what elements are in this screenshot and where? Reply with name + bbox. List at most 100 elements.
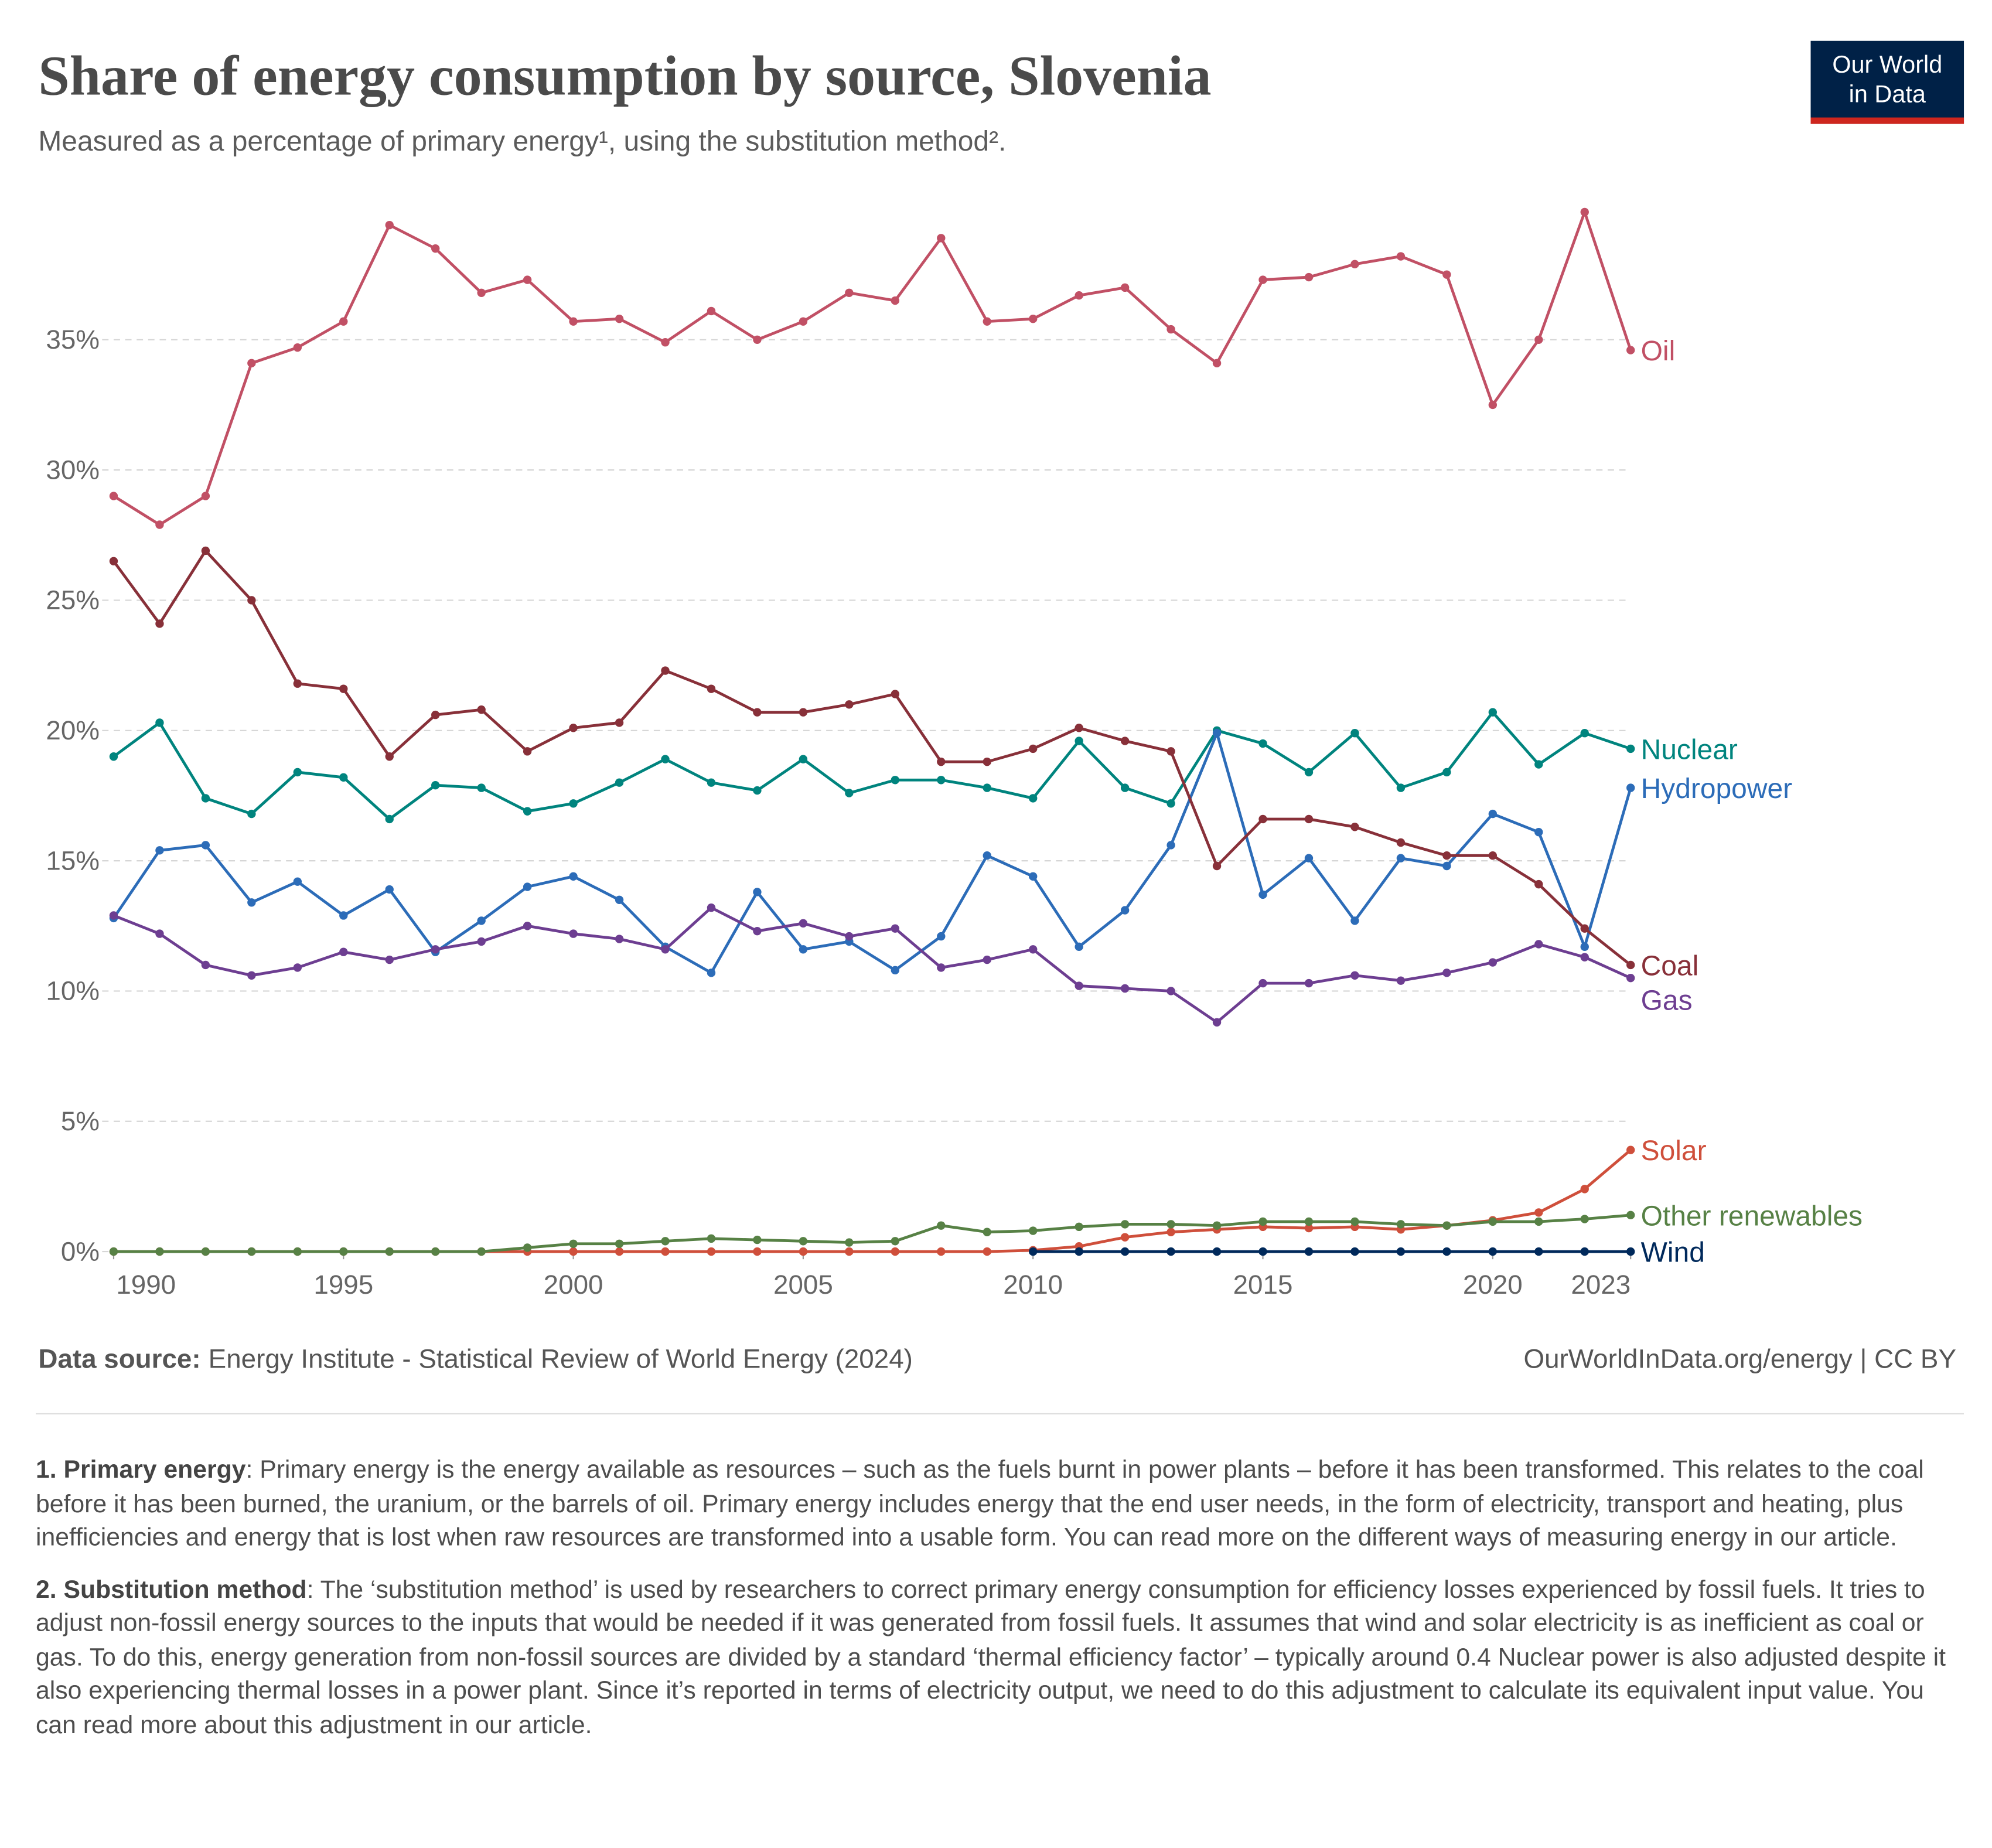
data-point <box>983 783 991 792</box>
x-tick-label: 2005 <box>773 1270 833 1300</box>
data-point <box>1075 981 1083 990</box>
data-point <box>937 776 946 785</box>
data-point <box>1580 207 1589 217</box>
data-point <box>1626 974 1635 983</box>
data-point <box>1212 1247 1222 1256</box>
legend-label: Hydropower <box>1641 773 1792 804</box>
data-point <box>1534 335 1543 344</box>
data-point <box>1166 841 1175 850</box>
data-point <box>1626 744 1635 753</box>
data-point <box>707 969 716 977</box>
data-point <box>1626 346 1635 354</box>
data-point <box>983 757 991 766</box>
data-point <box>247 971 256 980</box>
legend-label: Oil <box>1641 336 1676 367</box>
series-line <box>112 710 1631 821</box>
data-point <box>1258 739 1267 748</box>
x-tick-label: 2010 <box>1003 1270 1063 1300</box>
data-point <box>1488 1217 1498 1226</box>
data-point <box>1075 724 1083 732</box>
logo-box <box>1810 40 1964 124</box>
data-point <box>1212 1221 1222 1230</box>
data-point <box>799 708 808 717</box>
data-point <box>1304 1223 1314 1233</box>
data-point <box>1029 744 1038 753</box>
data-point <box>109 557 118 565</box>
y-tick-label: 10% <box>46 976 100 1006</box>
series-line <box>112 548 1632 966</box>
data-point <box>1626 960 1635 970</box>
data-point <box>1075 942 1083 952</box>
footnote: 1. Primary energy: Primary energy is the… <box>36 1453 1951 1554</box>
data-point <box>1396 1247 1406 1256</box>
data-point <box>753 1235 762 1244</box>
footnote-term: 1. Primary energy <box>36 1455 246 1484</box>
data-point <box>201 546 210 555</box>
legend-label: Nuclear <box>1641 734 1738 765</box>
data-point <box>477 916 486 925</box>
data-point <box>109 492 118 500</box>
data-point <box>247 596 256 605</box>
data-point <box>1212 729 1222 738</box>
data-point <box>1534 760 1543 769</box>
chart-title: Share of energy consumption by source, S… <box>38 45 1211 107</box>
data-point <box>201 794 210 803</box>
data-point <box>569 799 578 808</box>
data-point <box>615 1239 624 1248</box>
data-point <box>569 724 578 732</box>
data-point <box>1304 978 1314 988</box>
data-point <box>109 911 118 920</box>
data-point <box>937 1247 946 1256</box>
data-point <box>431 710 440 720</box>
data-point <box>109 1247 118 1256</box>
x-tick-label: 2015 <box>1233 1270 1293 1300</box>
data-point <box>201 1247 210 1256</box>
footnote: 2. Substitution method: The ‘substitutio… <box>36 1573 1951 1742</box>
data-point <box>1029 315 1038 323</box>
data-point <box>1488 400 1498 410</box>
data-point <box>431 780 440 790</box>
data-point <box>1396 252 1406 261</box>
data-point <box>1580 1215 1589 1223</box>
data-point <box>937 963 946 972</box>
data-point <box>385 752 394 761</box>
data-point <box>1626 1211 1635 1220</box>
data-point <box>569 872 578 881</box>
data-point <box>707 306 716 316</box>
data-point <box>891 924 900 933</box>
data-point <box>1258 1217 1267 1226</box>
x-tick-label: 2023 <box>1571 1270 1631 1300</box>
data-point <box>661 1247 670 1256</box>
data-point <box>1304 854 1314 862</box>
data-point <box>201 841 210 850</box>
data-point <box>1580 1185 1589 1194</box>
data-point <box>891 296 900 305</box>
data-point <box>569 317 578 326</box>
data-point <box>661 338 670 347</box>
data-point <box>983 851 991 860</box>
data-point <box>247 898 256 907</box>
data-point <box>569 1239 578 1248</box>
data-point <box>1350 260 1359 269</box>
data-point <box>339 773 348 782</box>
source: Energy Institute - Statistical Review of… <box>209 1344 913 1373</box>
data-point <box>1029 1247 1038 1256</box>
data-point <box>293 343 302 352</box>
data-point <box>523 922 532 930</box>
data-point <box>1120 906 1130 915</box>
x-tick-label: 2000 <box>544 1270 603 1300</box>
logo-text: in Data <box>1849 80 1926 107</box>
data-point <box>1212 1018 1222 1027</box>
data-point <box>1120 1233 1130 1242</box>
data-point <box>753 335 762 344</box>
data-point <box>1166 1247 1175 1256</box>
data-point <box>845 288 854 297</box>
data-point <box>1580 942 1589 952</box>
data-point <box>1442 270 1451 279</box>
data-point <box>1442 1247 1451 1256</box>
data-point <box>1626 1247 1635 1256</box>
data-point <box>799 1237 808 1246</box>
data-point <box>523 1243 532 1252</box>
data-point <box>1075 1222 1083 1232</box>
data-point <box>293 963 302 972</box>
